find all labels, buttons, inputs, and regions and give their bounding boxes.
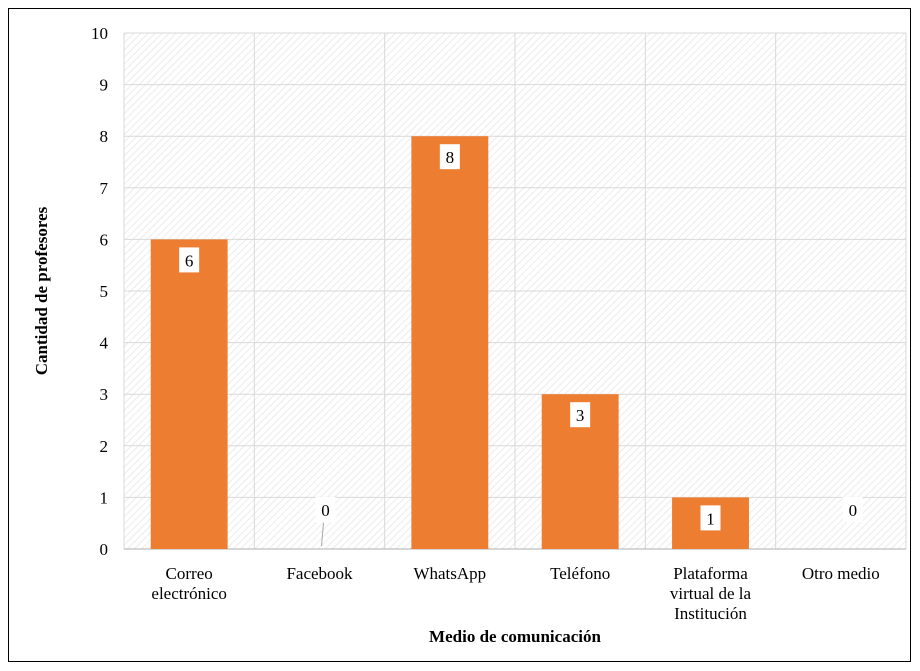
y-tick-label: 5	[100, 282, 109, 301]
data-label: 1	[706, 509, 715, 528]
y-axis-title: Cantidad de profesores	[32, 206, 51, 375]
y-tick-label: 9	[100, 76, 109, 95]
data-label-box	[700, 505, 721, 531]
x-category-label: Teléfono	[550, 564, 610, 583]
y-axis-ticks: 0 1 2 3 4 5 6 7 8 9 10	[91, 24, 109, 559]
y-tick-label: 0	[100, 540, 109, 559]
x-category-label: WhatsApp	[413, 564, 486, 583]
data-label: 3	[576, 406, 585, 425]
x-category-label: Correo electrónico	[151, 564, 227, 603]
x-category-label: Plataforma virtual de la Institución	[670, 564, 752, 623]
data-label-box	[179, 247, 200, 273]
data-label-leader	[321, 522, 324, 547]
data-label-box	[570, 402, 591, 428]
data-label: 0	[321, 501, 330, 520]
x-category-label: Otro medio	[802, 564, 880, 583]
data-label-box	[315, 497, 336, 522]
bars: 6 0 8 3 1 0	[150, 136, 863, 549]
y-tick-label: 6	[100, 230, 109, 249]
y-tick-label: 4	[100, 334, 109, 353]
y-tick-label: 3	[100, 385, 109, 404]
data-label: 8	[446, 148, 455, 167]
y-tick-label: 1	[100, 488, 109, 507]
x-axis-title: Medio de comunicación	[429, 627, 601, 646]
data-label: 0	[849, 501, 858, 520]
data-label: 6	[185, 251, 194, 270]
data-label-box	[842, 497, 863, 522]
x-category-label: Facebook	[286, 564, 353, 583]
y-tick-label: 8	[100, 127, 109, 146]
gridlines	[123, 32, 907, 550]
y-tick-label: 10	[91, 24, 108, 43]
y-tick-label: 2	[100, 437, 109, 456]
bar	[150, 239, 228, 549]
bar	[411, 136, 489, 549]
x-axis-categories: Correo electrónico Facebook WhatsApp Teléfon…	[151, 564, 879, 623]
data-label-box	[439, 144, 460, 170]
y-tick-label: 7	[100, 179, 109, 198]
